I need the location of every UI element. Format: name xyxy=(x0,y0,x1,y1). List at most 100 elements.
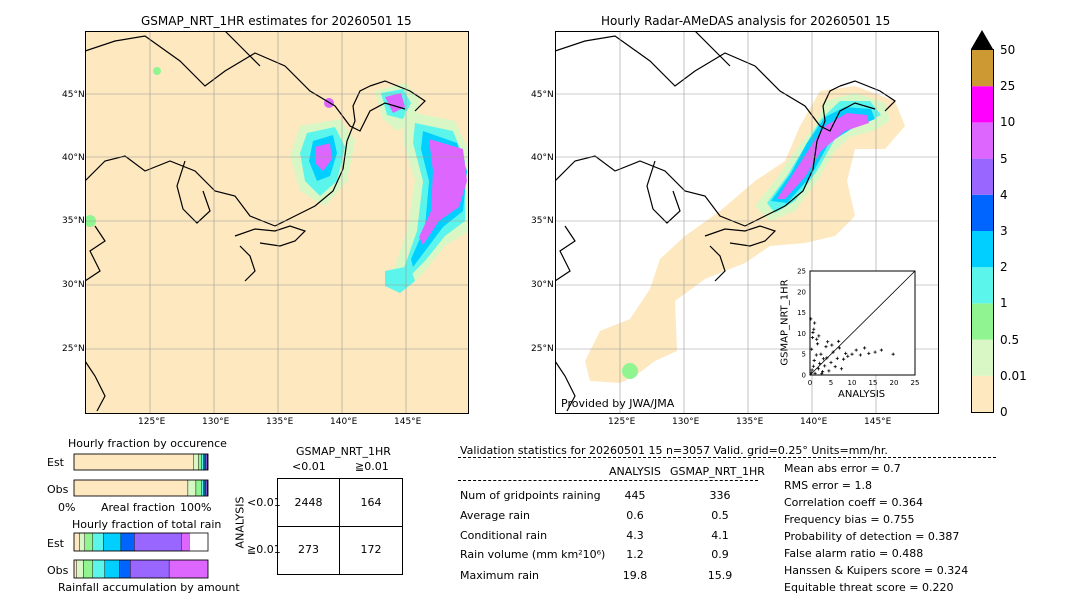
inset-y-tick: 0 xyxy=(802,372,806,380)
occurrence-axis-left: 0% xyxy=(58,501,76,514)
occurrence-segment xyxy=(198,453,202,471)
occurrence-segment xyxy=(73,479,189,497)
inset-x-tick: 20 xyxy=(890,379,899,387)
left-lon-label: 135°E xyxy=(266,417,294,427)
scatter-point xyxy=(839,367,844,371)
validation-row-gsmap: 0.5 xyxy=(711,509,729,522)
scatter-point xyxy=(812,358,816,363)
total-rain-segment xyxy=(83,559,93,579)
scatter-point xyxy=(824,345,828,349)
left-lat-label: 45°N xyxy=(62,90,85,100)
inset-xlabel: ANALYSIS xyxy=(838,389,886,400)
colorbar-tick-label: 25 xyxy=(1000,79,1016,94)
scatter-point xyxy=(825,356,829,360)
inset-y-tick: 20 xyxy=(797,288,806,296)
scatter-point xyxy=(814,353,818,357)
left-lon-label: 125°E xyxy=(138,417,166,427)
scatter-point xyxy=(850,352,854,356)
scatter-point xyxy=(811,364,815,368)
occurrence-axis-label: Areal fraction xyxy=(101,501,176,514)
total-rain-segment xyxy=(73,532,80,552)
colorbar-cell xyxy=(972,86,993,123)
scatter-point xyxy=(863,346,867,350)
scatter-point xyxy=(816,367,820,371)
inset-x-tick: 15 xyxy=(869,379,878,387)
scatter-point xyxy=(879,348,883,352)
total-rain-segment xyxy=(92,559,106,579)
scatter-point xyxy=(809,317,813,321)
contingency-title: GSMAP_NRT_1HR xyxy=(296,445,391,458)
total-rain-segment xyxy=(73,559,77,579)
score-line: Mean abs error = 0.7 xyxy=(784,462,901,475)
score-line: Correlation coeff = 0.364 xyxy=(784,496,923,509)
left-lat-label: 30°N xyxy=(62,280,85,290)
contingency-col-label: ≧0.01 xyxy=(355,460,389,473)
left-lon-label: 140°E xyxy=(330,417,358,427)
scatter-point xyxy=(837,346,841,350)
validation-row-label: Conditional rain xyxy=(460,529,548,542)
inset-x-tick: 25 xyxy=(911,379,920,387)
occurrence-segment xyxy=(73,453,194,471)
colorbar-cell xyxy=(972,194,993,231)
scatter-point xyxy=(830,343,834,347)
validation-header: Validation statistics for 20260501 15 n=… xyxy=(460,444,888,457)
validation-row-analysis: 0.6 xyxy=(626,509,644,522)
occurrence-bars xyxy=(73,453,209,497)
occurrence-segment xyxy=(203,453,205,471)
validation-table-divider xyxy=(458,480,758,481)
colorbar-tick-label: 0.5 xyxy=(1000,332,1020,347)
right-lon-label: 145°E xyxy=(864,417,892,427)
right-lat-label: 25°N xyxy=(531,344,554,354)
data-credit: Provided by JWA/JMA xyxy=(561,397,675,410)
left-lat-label: 35°N xyxy=(62,216,85,226)
occurrence-segment xyxy=(195,479,202,497)
occurrence-segment xyxy=(187,479,197,497)
left-coastline xyxy=(85,31,426,412)
left-lon-label: 145°E xyxy=(394,417,422,427)
total-rain-segment xyxy=(120,532,135,552)
left-lon-label: 130°E xyxy=(202,417,230,427)
total-rain-footer: Rainfall accumulation by amount xyxy=(58,581,240,594)
occurrence-segment xyxy=(204,453,207,471)
scatter-point xyxy=(858,353,862,357)
scatter-point xyxy=(818,361,822,365)
colorbar-cell xyxy=(972,231,993,268)
colorbar-cell xyxy=(972,158,993,195)
colorbar-cell xyxy=(972,339,993,376)
colorbar-tick-label: 10 xyxy=(1000,115,1016,130)
scatter-point xyxy=(821,370,825,374)
scatter-point xyxy=(823,364,827,368)
total-rain-segment xyxy=(119,559,131,579)
scatter-point xyxy=(846,354,850,358)
contingency-table: 2448 164 273 172 xyxy=(277,478,403,575)
scatter-point xyxy=(842,357,846,361)
colorbar-tick-label: 0.01 xyxy=(1000,368,1027,383)
inset-x-tick: 0 xyxy=(808,379,812,387)
scatter-point xyxy=(810,347,814,351)
total-rain-segment-frame xyxy=(73,559,209,579)
contingency-row-axis: ANALYSIS xyxy=(233,496,247,549)
occurrence-segment xyxy=(193,453,199,471)
total-rain-segment xyxy=(130,559,170,579)
right-map-title: Hourly Radar-AMeDAS analysis for 2026050… xyxy=(601,14,891,28)
right-lon-label: 140°E xyxy=(800,417,828,427)
inset-y-tick: 5 xyxy=(802,351,806,359)
colorbar-over-arrow xyxy=(971,30,993,49)
scatter-point xyxy=(809,371,813,375)
contingency-cell: 172 xyxy=(360,543,382,556)
scatter-point xyxy=(833,365,837,369)
validation-row-analysis: 4.3 xyxy=(626,529,644,542)
occurrence-segment xyxy=(203,479,205,497)
colorbar-cell xyxy=(972,122,993,159)
scatter-point xyxy=(835,356,839,360)
occurrence-segment xyxy=(201,479,204,497)
occurrence-axis-right: 100% xyxy=(180,501,212,514)
score-line: False alarm ratio = 0.488 xyxy=(784,547,924,560)
scatter-point xyxy=(891,352,895,356)
occurrence-segment xyxy=(204,479,207,497)
inset-ylabel: GSMAP_NRT_1HR xyxy=(779,279,791,366)
scatter-point xyxy=(827,369,831,373)
right-coastline xyxy=(555,31,896,412)
right-lon-label: 135°E xyxy=(736,417,764,427)
scatter-point xyxy=(831,350,835,354)
